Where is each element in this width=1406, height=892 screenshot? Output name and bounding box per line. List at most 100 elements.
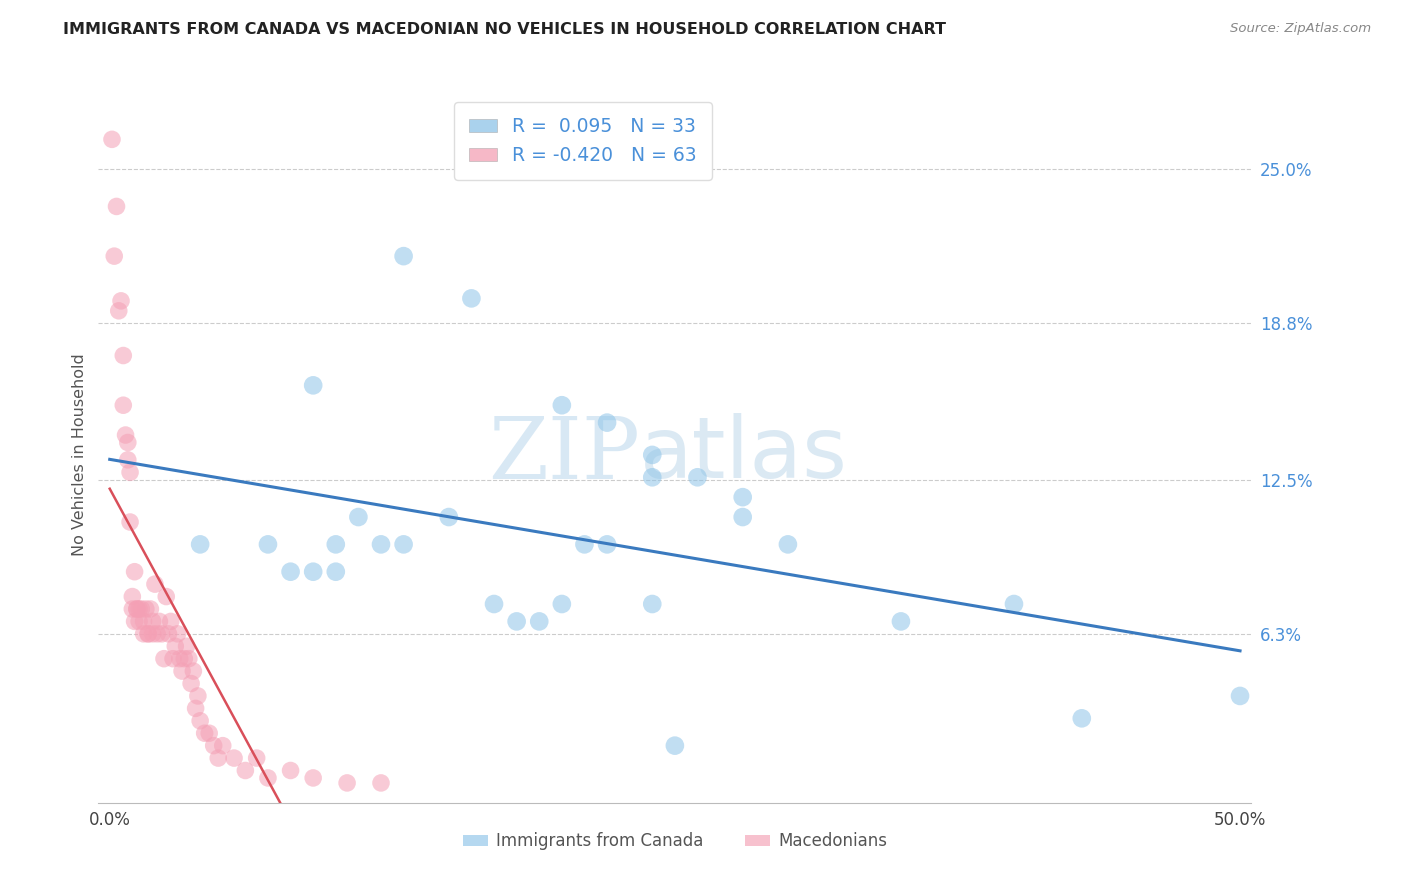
Text: atlas: atlas	[640, 413, 848, 497]
Point	[183, 664, 205, 678]
Point	[574, 537, 596, 551]
Point	[370, 537, 392, 551]
Point	[302, 771, 325, 785]
Point	[664, 739, 686, 753]
Point	[173, 651, 195, 665]
Point	[162, 651, 184, 665]
Point	[177, 651, 200, 665]
Point	[117, 453, 139, 467]
Point	[437, 510, 460, 524]
Point	[188, 714, 211, 728]
Point	[596, 416, 619, 430]
Point	[139, 602, 162, 616]
Point	[731, 490, 754, 504]
Point	[128, 615, 150, 629]
Point	[1070, 711, 1092, 725]
Point	[529, 615, 551, 629]
Point	[370, 776, 392, 790]
Point	[114, 428, 136, 442]
Point	[176, 639, 198, 653]
Point	[1002, 597, 1025, 611]
Point	[105, 199, 128, 213]
Point	[890, 615, 912, 629]
Point	[124, 615, 146, 629]
Point	[505, 615, 527, 629]
Y-axis label: No Vehicles in Household: No Vehicles in Household	[72, 353, 87, 557]
Point	[169, 651, 191, 665]
Point	[641, 448, 664, 462]
Text: Source: ZipAtlas.com: Source: ZipAtlas.com	[1230, 22, 1371, 36]
Point	[132, 615, 155, 629]
Point	[551, 398, 574, 412]
Point	[153, 651, 176, 665]
Point	[202, 739, 225, 753]
Point	[731, 510, 754, 524]
Point	[107, 303, 129, 318]
Point	[143, 577, 166, 591]
Point	[641, 470, 664, 484]
Point	[482, 597, 505, 611]
Point	[165, 639, 187, 653]
Point	[302, 378, 325, 392]
Point	[325, 565, 347, 579]
Point	[198, 726, 221, 740]
Point	[257, 771, 280, 785]
Point	[117, 435, 139, 450]
Point	[686, 470, 709, 484]
Point	[125, 602, 148, 616]
Point	[166, 627, 188, 641]
Text: IMMIGRANTS FROM CANADA VS MACEDONIAN NO VEHICLES IN HOUSEHOLD CORRELATION CHART: IMMIGRANTS FROM CANADA VS MACEDONIAN NO …	[63, 22, 946, 37]
Point	[155, 590, 177, 604]
Point	[1229, 689, 1251, 703]
Point	[125, 602, 148, 616]
Point	[280, 764, 302, 778]
Point	[142, 615, 165, 629]
Point	[148, 615, 170, 629]
Point	[188, 537, 211, 551]
Point	[392, 537, 415, 551]
Point	[157, 627, 180, 641]
Point	[207, 751, 229, 765]
Point	[120, 466, 142, 480]
Point	[184, 701, 207, 715]
Point	[222, 751, 245, 765]
Point	[235, 764, 257, 778]
Point	[347, 510, 370, 524]
Point	[280, 565, 302, 579]
Point	[211, 739, 233, 753]
Point	[460, 291, 482, 305]
Point	[246, 751, 269, 765]
Point	[170, 664, 193, 678]
Point	[302, 565, 325, 579]
Point	[142, 627, 165, 641]
Legend: Immigrants from Canada, Macedonians: Immigrants from Canada, Macedonians	[456, 826, 894, 857]
Point	[596, 537, 619, 551]
Point	[135, 602, 157, 616]
Point	[551, 597, 574, 611]
Point	[159, 615, 181, 629]
Point	[131, 602, 153, 616]
Point	[101, 132, 124, 146]
Point	[121, 590, 143, 604]
Point	[776, 537, 799, 551]
Point	[150, 627, 173, 641]
Point	[194, 726, 217, 740]
Point	[180, 676, 202, 690]
Point	[124, 565, 146, 579]
Point	[325, 537, 347, 551]
Point	[120, 515, 142, 529]
Point	[121, 602, 143, 616]
Point	[187, 689, 209, 703]
Point	[136, 627, 159, 641]
Point	[132, 627, 155, 641]
Point	[128, 602, 150, 616]
Point	[146, 627, 169, 641]
Point	[136, 627, 159, 641]
Point	[112, 398, 135, 412]
Point	[641, 597, 664, 611]
Point	[110, 293, 132, 308]
Point	[392, 249, 415, 263]
Point	[103, 249, 125, 263]
Point	[112, 349, 135, 363]
Text: ZIP: ZIP	[488, 413, 640, 497]
